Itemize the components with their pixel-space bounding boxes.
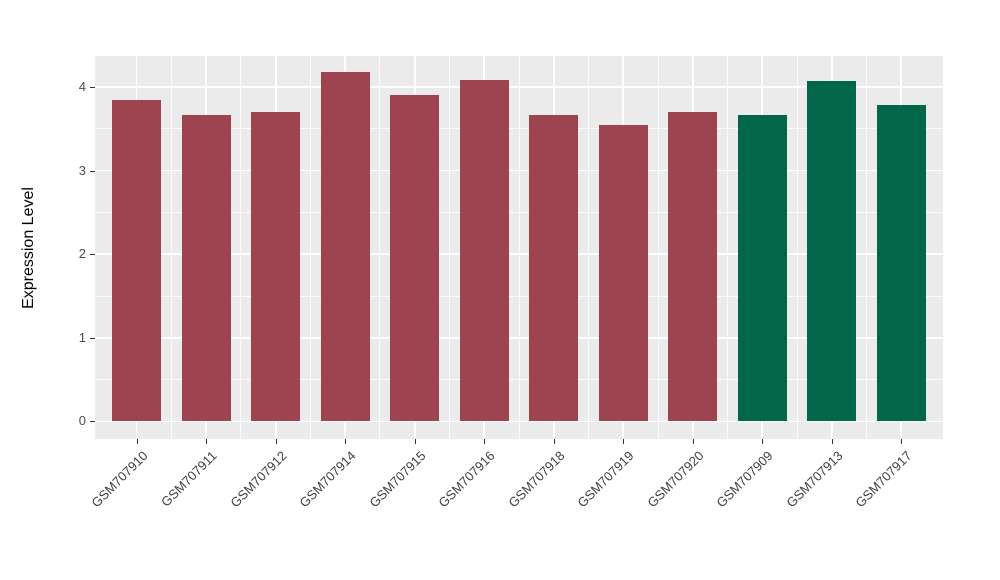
x-tick-label: GSM707917 (852, 448, 915, 511)
bar (737, 115, 787, 422)
x-tick-mark (901, 439, 903, 444)
x-tick-label: GSM707912 (227, 448, 290, 511)
y-axis-title: Expression Level (20, 186, 37, 309)
y-tick-label: 0 (78, 413, 86, 429)
y-tick-label: 3 (78, 162, 86, 178)
x-tick-label: GSM707919 (574, 448, 637, 511)
x-tick-label: GSM707913 (783, 448, 846, 511)
bar (668, 112, 718, 422)
bar (529, 114, 579, 422)
y-tick-mark (90, 337, 95, 339)
x-tick-mark (414, 439, 416, 444)
bar (390, 95, 440, 422)
minor-gridline-vertical (657, 56, 659, 439)
minor-gridline-vertical (170, 56, 172, 439)
y-tick-label: 1 (78, 329, 86, 345)
x-tick-mark (553, 439, 555, 444)
y-tick-mark (90, 86, 95, 88)
minor-gridline-vertical (866, 56, 868, 439)
y-tick-label: 4 (78, 78, 86, 94)
minor-gridline-vertical (309, 56, 311, 439)
x-tick-mark (484, 439, 486, 444)
y-tick-label: 2 (78, 246, 86, 262)
bar (320, 71, 370, 422)
bar (251, 112, 301, 422)
bar (181, 115, 231, 422)
minor-gridline-vertical (518, 56, 520, 439)
x-tick-label: GSM707911 (158, 448, 220, 510)
x-tick-mark (136, 439, 138, 444)
y-tick-mark (90, 170, 95, 172)
x-tick-label: GSM707918 (505, 448, 568, 511)
x-tick-label: GSM707914 (296, 448, 359, 511)
bar (807, 81, 857, 422)
x-tick-label: GSM707909 (713, 448, 776, 511)
bar (876, 105, 926, 422)
minor-gridline-vertical (588, 56, 589, 439)
x-tick-mark (275, 439, 277, 444)
bar (459, 80, 509, 422)
y-tick-mark (90, 421, 95, 423)
y-tick-mark (90, 254, 95, 256)
x-tick-label: GSM707916 (435, 448, 498, 511)
x-tick-mark (345, 439, 347, 444)
x-tick-mark (762, 439, 764, 444)
bar (112, 100, 162, 422)
minor-gridline-vertical (727, 56, 729, 439)
minor-gridline-vertical (240, 56, 242, 439)
plot-panel (95, 56, 943, 439)
x-tick-label: GSM707915 (366, 448, 429, 511)
minor-gridline-vertical (379, 56, 381, 439)
x-tick-mark (831, 439, 833, 444)
minor-gridline-vertical (796, 56, 798, 439)
x-tick-label: GSM707920 (644, 448, 707, 511)
x-tick-label: GSM707910 (88, 448, 151, 511)
x-tick-mark (623, 439, 625, 444)
bar (598, 125, 648, 422)
x-tick-mark (206, 439, 208, 444)
minor-gridline-vertical (448, 56, 450, 439)
x-tick-mark (692, 439, 694, 444)
